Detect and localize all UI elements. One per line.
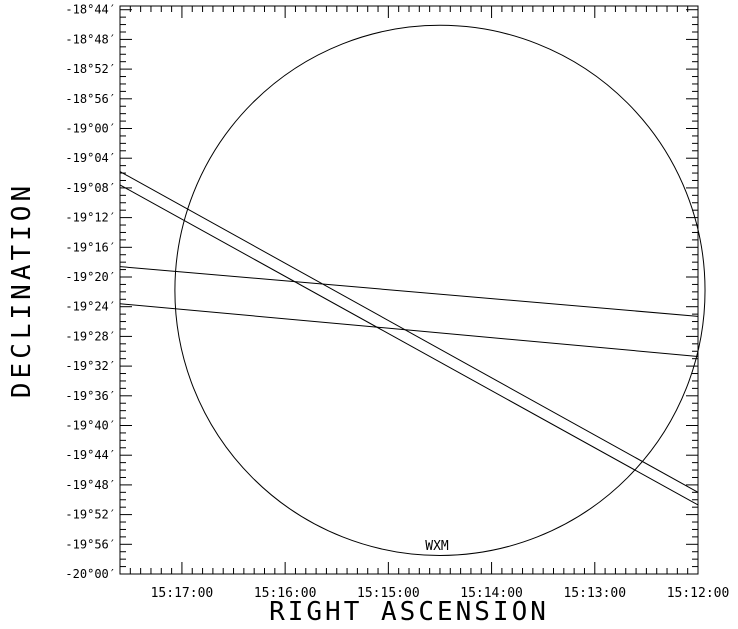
chart-marks	[119, 24, 706, 556]
y-tick-label: -19°48′	[65, 478, 116, 492]
y-tick-label: -18°48′	[65, 32, 116, 46]
y-tick-label: -19°08′	[65, 181, 116, 195]
y-tick-label: -18°52′	[65, 62, 116, 76]
x-tick-labels: 15:17:00 15:16:00 15:15:00 15:14:00 15:13:00…	[151, 586, 730, 601]
y-axis-label: DECLINATION	[7, 182, 37, 398]
y-tick-label: -20°00′	[65, 567, 116, 581]
y-tick-label: -18°44′	[65, 3, 116, 17]
y-tick-label: -18°56′	[65, 92, 116, 106]
x-tick-label: 15:13:00	[563, 586, 626, 601]
y-tick-label: -19°12′	[65, 211, 116, 225]
x-tick-label: 15:17:00	[151, 586, 214, 601]
x-tick-label: 15:16:00	[254, 586, 317, 601]
y-tick-labels: -18°44′ -18°48′ -18°52′ -18°56′ -19°00′ -19°0…	[65, 3, 116, 581]
plot-frame	[119, 5, 699, 575]
y-tick-label: -19°24′	[65, 300, 116, 314]
band-line	[119, 171, 699, 493]
error-circle	[174, 24, 706, 556]
y-tick-label: -19°28′	[65, 329, 116, 343]
x-tick-label: 15:14:00	[460, 586, 523, 601]
y-tick-label: -19°44′	[65, 448, 116, 462]
y-tick-label: -19°32′	[65, 359, 116, 373]
tick-marks	[119, 6, 699, 575]
y-tick-label: -19°20′	[65, 270, 116, 284]
x-tick-label: 15:12:00	[667, 586, 730, 601]
x-axis-label: RIGHT ASCENSION	[269, 597, 549, 627]
band-line	[119, 184, 699, 506]
field-annotation: WXM	[425, 539, 449, 554]
band-line	[119, 303, 699, 357]
y-tick-label: -19°00′	[65, 122, 116, 136]
y-tick-label: -19°36′	[65, 389, 116, 403]
y-tick-label: -19°16′	[65, 240, 116, 254]
y-tick-label: -19°04′	[65, 151, 116, 165]
y-tick-label: -19°40′	[65, 419, 116, 433]
y-tick-label: -19°56′	[65, 537, 116, 551]
x-tick-label: 15:15:00	[357, 586, 420, 601]
band-line	[119, 266, 699, 317]
y-tick-label: -19°52′	[65, 508, 116, 522]
